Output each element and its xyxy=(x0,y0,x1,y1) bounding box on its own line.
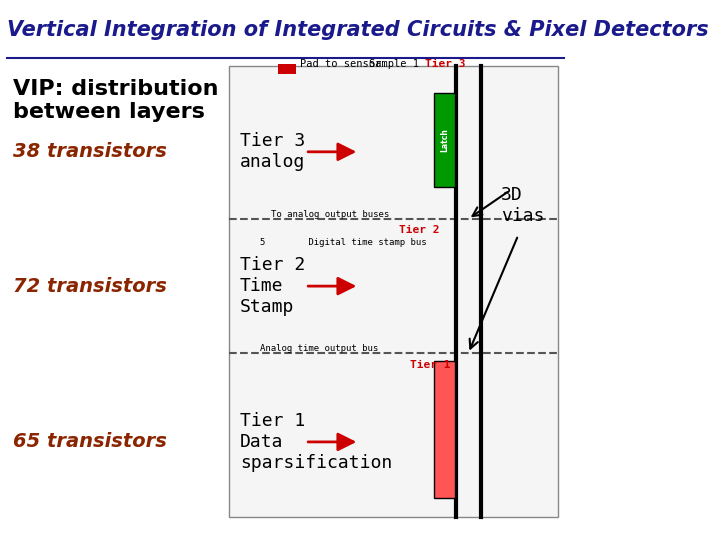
Text: To analog output buses: To analog output buses xyxy=(271,210,390,219)
Text: Analog time output bus: Analog time output bus xyxy=(260,345,378,353)
Text: Tier 2
Time
Stamp: Tier 2 Time Stamp xyxy=(240,256,305,316)
Text: 5        Digital time stamp bus: 5 Digital time stamp bus xyxy=(260,238,426,247)
Text: 65 transistors: 65 transistors xyxy=(13,433,166,451)
Text: 72 transistors: 72 transistors xyxy=(13,276,166,295)
Text: Vertical Integration of Integrated Circuits & Pixel Detectors: Vertical Integration of Integrated Circu… xyxy=(7,20,708,40)
FancyBboxPatch shape xyxy=(278,64,296,74)
FancyBboxPatch shape xyxy=(434,93,454,187)
Text: Tier 3: Tier 3 xyxy=(425,58,465,69)
Text: Tier 2: Tier 2 xyxy=(399,225,439,235)
Text: 38 transistors: 38 transistors xyxy=(13,143,166,161)
Text: Pad to sensor: Pad to sensor xyxy=(300,58,381,69)
FancyBboxPatch shape xyxy=(434,361,454,498)
Text: Tier 1: Tier 1 xyxy=(410,360,451,370)
Text: Latch: Latch xyxy=(440,128,449,152)
FancyBboxPatch shape xyxy=(228,66,558,517)
Text: Tier 3
analog: Tier 3 analog xyxy=(240,132,305,171)
Text: 3D
vias: 3D vias xyxy=(501,186,545,225)
Text: Sample 1: Sample 1 xyxy=(369,58,420,69)
Text: Tier 1
Data
sparsification: Tier 1 Data sparsification xyxy=(240,412,392,472)
Text: VIP: distribution
between layers: VIP: distribution between layers xyxy=(13,79,218,123)
